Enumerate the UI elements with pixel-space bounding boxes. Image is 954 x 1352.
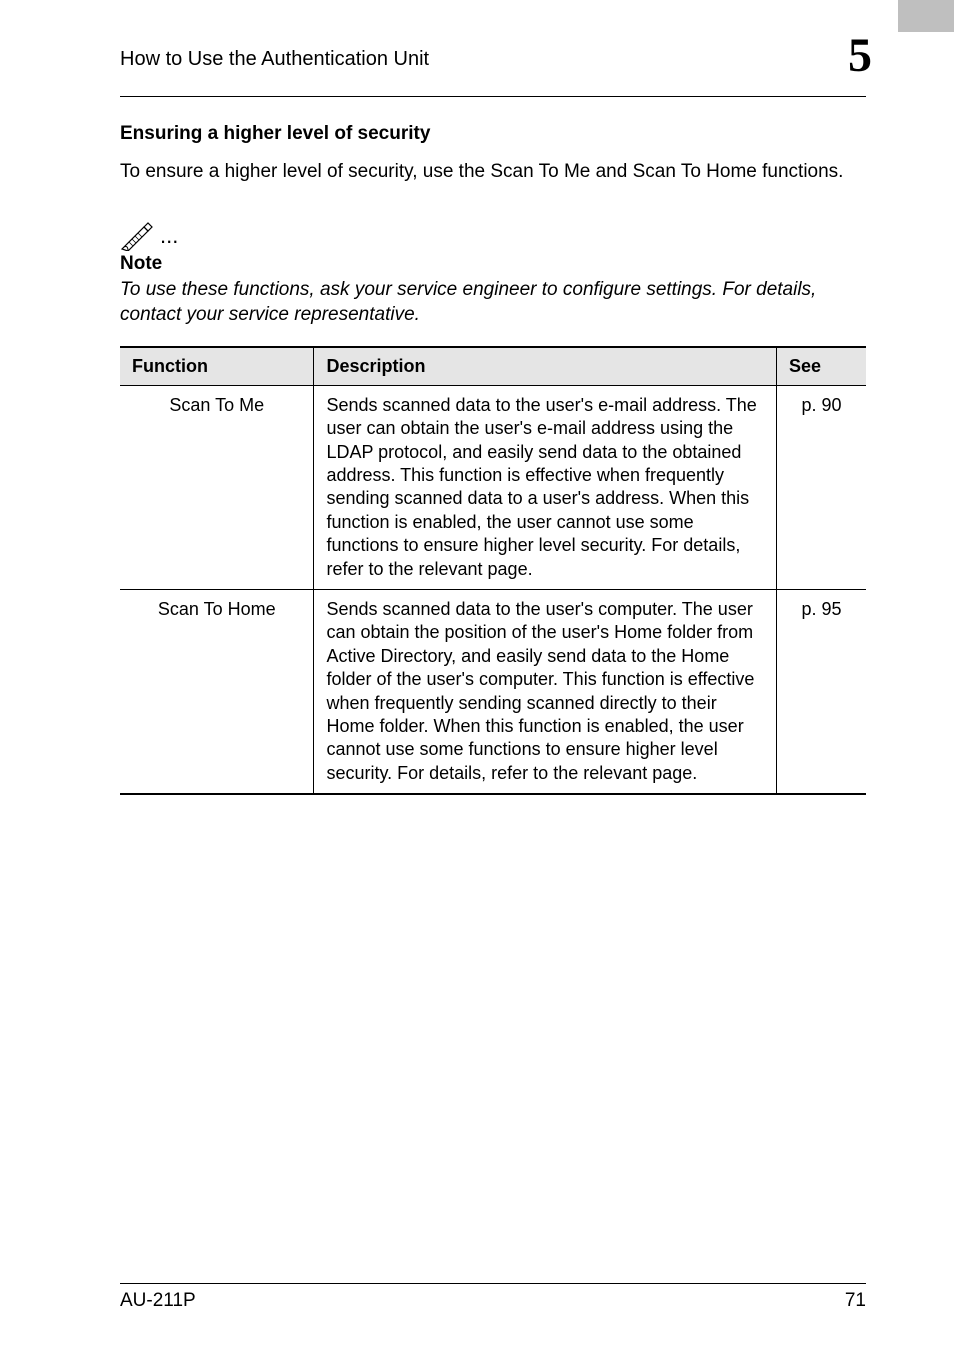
note-label: Note [120,253,866,275]
footer-row: AU-211P 71 [120,1290,866,1312]
note-text: To use these functions, ask your service… [120,277,866,328]
cell-see: p. 90 [776,385,866,589]
footer-page: 71 [845,1290,866,1312]
cell-description: Sends scanned data to the user's compute… [314,590,777,795]
footer-model: AU-211P [120,1290,196,1312]
table-header-row: Function Description See [120,347,866,386]
th-function: Function [120,347,314,386]
note-icon-line: ... [120,211,866,251]
chapter-number-wrap: 5 [802,40,866,96]
page-footer: AU-211P 71 [120,1283,866,1312]
cell-see: p. 95 [776,590,866,795]
chapter-number: 5 [848,28,872,83]
table-row: Scan To Home Sends scanned data to the u… [120,590,866,795]
chapter-number-box [898,0,954,32]
function-table: Function Description See Scan To Me Send… [120,346,866,795]
section-intro: To ensure a higher level of security, us… [120,159,866,185]
table-row: Scan To Me Sends scanned data to the use… [120,385,866,589]
cell-function: Scan To Home [120,590,314,795]
header-title: How to Use the Authentication Unit [120,40,429,71]
note-block: ... Note To use these functions, ask you… [120,211,866,328]
th-description: Description [314,347,777,386]
header-divider [120,96,866,97]
note-dots: ... [160,223,178,251]
footer-divider [120,1283,866,1284]
th-see: See [776,347,866,386]
section-title: Ensuring a higher level of security [120,123,866,145]
page-header: How to Use the Authentication Unit 5 [120,40,866,96]
pen-icon [120,215,156,251]
cell-function: Scan To Me [120,385,314,589]
cell-description: Sends scanned data to the user's e-mail … [314,385,777,589]
